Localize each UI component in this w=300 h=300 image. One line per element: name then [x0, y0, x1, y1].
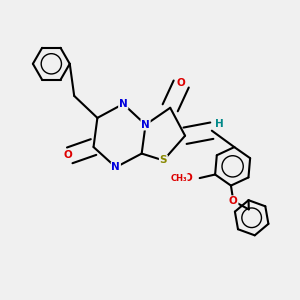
Text: H: H [215, 119, 224, 129]
Text: O: O [184, 173, 193, 183]
Text: N: N [111, 162, 120, 172]
Text: O: O [177, 77, 186, 88]
Text: N: N [141, 120, 150, 130]
Text: N: N [119, 99, 128, 109]
Text: O: O [229, 196, 238, 206]
Text: S: S [160, 155, 167, 165]
Text: CH₃: CH₃ [170, 174, 187, 183]
Text: O: O [64, 150, 73, 160]
